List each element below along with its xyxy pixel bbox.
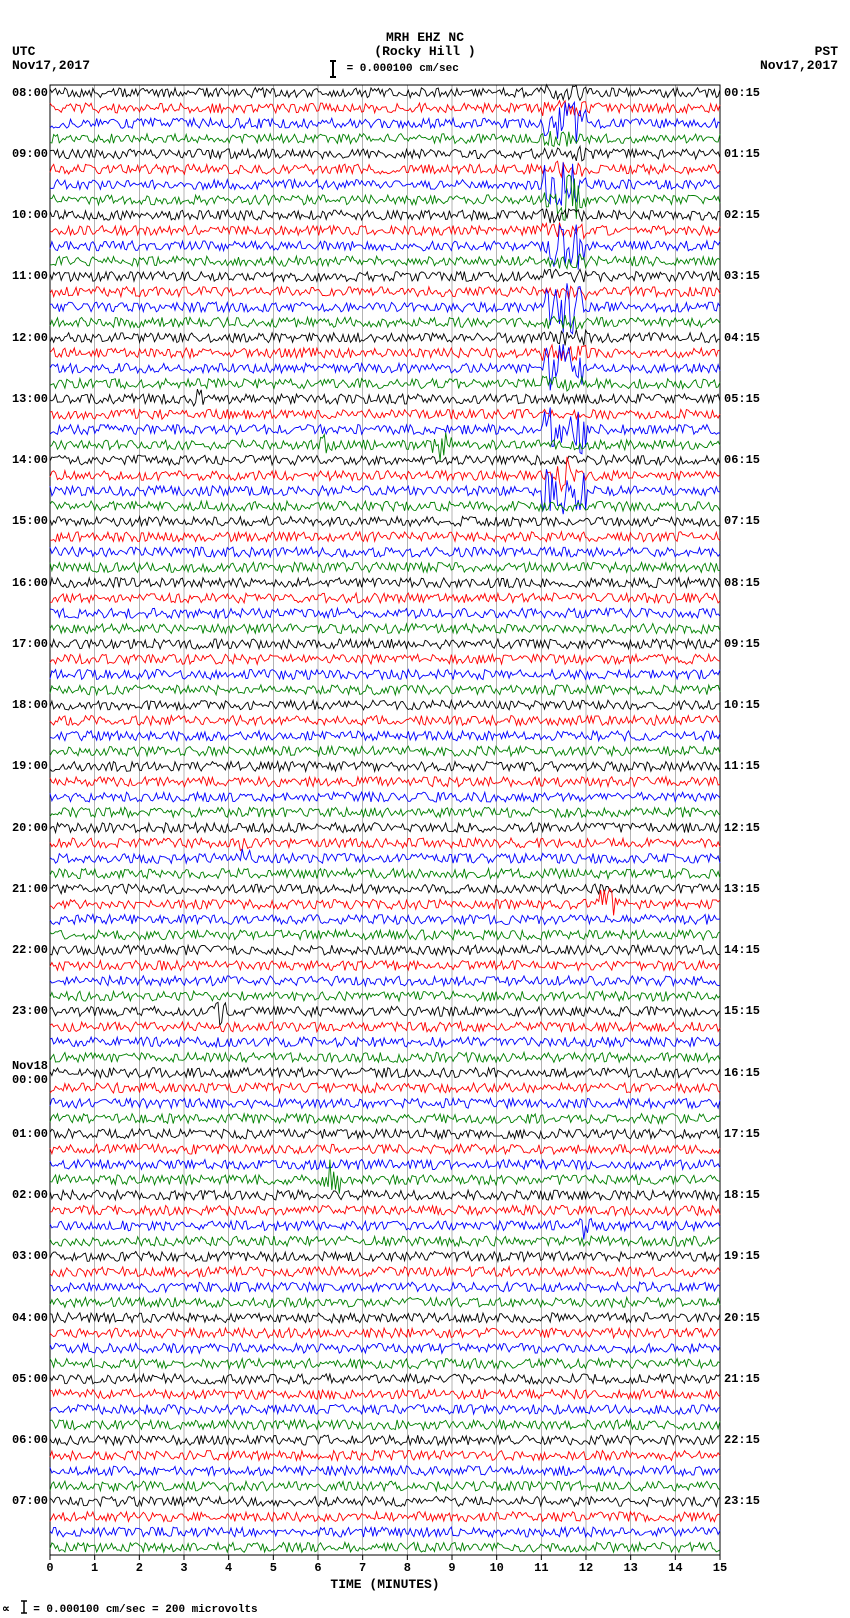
x-tick-label: 13 — [623, 1561, 637, 1575]
utc-time-label: 06:00 — [6, 1433, 48, 1447]
x-tick-label: 4 — [225, 1561, 232, 1575]
pst-time-label: 11:15 — [724, 759, 760, 773]
utc-time-label: 17:00 — [6, 637, 48, 651]
utc-time-label: 20:00 — [6, 821, 48, 835]
x-tick-label: 0 — [46, 1561, 53, 1575]
x-axis-label: TIME (MINUTES) — [330, 1577, 439, 1592]
x-tick-label: 12 — [579, 1561, 593, 1575]
utc-time-label: 03:00 — [6, 1249, 48, 1263]
utc-time-label: 13:00 — [6, 392, 48, 406]
utc-time-label: 18:00 — [6, 698, 48, 712]
x-axis: 0123456789101112131415 TIME (MINUTES) — [50, 1555, 720, 1595]
pst-time-label: 00:15 — [724, 86, 760, 100]
pst-time-label: 09:15 — [724, 637, 760, 651]
scale-bar-icon — [330, 60, 336, 78]
utc-date-label: Nov17,2017 — [12, 58, 90, 73]
pst-time-label: 18:15 — [724, 1188, 760, 1202]
pst-time-label: 23:15 — [724, 1494, 760, 1508]
pst-time-label: 07:15 — [724, 514, 760, 528]
x-tick-label: 2 — [136, 1561, 143, 1575]
pst-time-label: 04:15 — [724, 331, 760, 345]
pst-time-label: 22:15 — [724, 1433, 760, 1447]
x-tick-label: 15 — [713, 1561, 727, 1575]
utc-time-label: 23:00 — [6, 1004, 48, 1018]
x-tick-label: 7 — [359, 1561, 366, 1575]
utc-time-label: 21:00 — [6, 882, 48, 896]
pst-time-label: 21:15 — [724, 1372, 760, 1386]
seismogram-svg — [50, 85, 720, 1555]
footer-scale: ∝ = 0.000100 cm/sec = 200 microvolts — [2, 1598, 258, 1618]
pst-time-label: 02:15 — [724, 208, 760, 222]
pst-time-label: 15:15 — [724, 1004, 760, 1018]
utc-time-label: 05:00 — [6, 1372, 48, 1386]
utc-time-label: 16:00 — [6, 576, 48, 590]
x-tick-label: 8 — [404, 1561, 411, 1575]
utc-time-label: Nov1800:00 — [6, 1059, 48, 1087]
utc-time-label: 02:00 — [6, 1188, 48, 1202]
scale-bar-label: = 0.000100 cm/sec — [340, 63, 459, 75]
x-tick-label: 10 — [489, 1561, 503, 1575]
x-tick-label: 6 — [314, 1561, 321, 1575]
pst-time-label: 08:15 — [724, 576, 760, 590]
x-tick-label: 14 — [668, 1561, 682, 1575]
pst-time-label: 19:15 — [724, 1249, 760, 1263]
station-code: MRH EHZ NC — [386, 30, 464, 45]
pst-date-label: Nov17,2017 — [760, 58, 838, 73]
pst-time-label: 14:15 — [724, 943, 760, 957]
utc-time-label: 07:00 — [6, 1494, 48, 1508]
seismogram-plot — [50, 85, 720, 1555]
footer-scale-text: = 0.000100 cm/sec = 200 microvolts — [33, 1604, 257, 1616]
station-location: (Rocky Hill ) — [374, 44, 475, 59]
utc-time-label: 22:00 — [6, 943, 48, 957]
utc-time-label: 04:00 — [6, 1311, 48, 1325]
pst-time-label: 12:15 — [724, 821, 760, 835]
pst-time-label: 05:15 — [724, 392, 760, 406]
seismogram-page: UTC Nov17,2017 PST Nov17,2017 MRH EHZ NC… — [0, 0, 850, 1613]
x-tick-label: 5 — [270, 1561, 277, 1575]
pst-time-label: 01:15 — [724, 147, 760, 161]
pst-time-label: 03:15 — [724, 269, 760, 283]
utc-time-label: 10:00 — [6, 208, 48, 222]
pst-tz-label: PST — [815, 44, 838, 59]
utc-time-label: 12:00 — [6, 331, 48, 345]
utc-tz-label: UTC — [12, 44, 35, 59]
x-tick-label: 11 — [534, 1561, 548, 1575]
pst-time-label: 16:15 — [724, 1066, 760, 1080]
utc-time-label: 01:00 — [6, 1127, 48, 1141]
pst-time-label: 20:15 — [724, 1311, 760, 1325]
utc-time-label: 08:00 — [6, 86, 48, 100]
utc-time-label: 14:00 — [6, 453, 48, 467]
x-tick-label: 1 — [91, 1561, 98, 1575]
pst-time-label: 10:15 — [724, 698, 760, 712]
pst-time-label: 17:15 — [724, 1127, 760, 1141]
pst-time-label: 06:15 — [724, 453, 760, 467]
utc-time-label: 19:00 — [6, 759, 48, 773]
utc-time-label: 11:00 — [6, 269, 48, 283]
x-tick-label: 9 — [448, 1561, 455, 1575]
pst-time-label: 13:15 — [724, 882, 760, 896]
utc-time-label: 15:00 — [6, 514, 48, 528]
utc-time-label: 09:00 — [6, 147, 48, 161]
x-tick-label: 3 — [180, 1561, 187, 1575]
